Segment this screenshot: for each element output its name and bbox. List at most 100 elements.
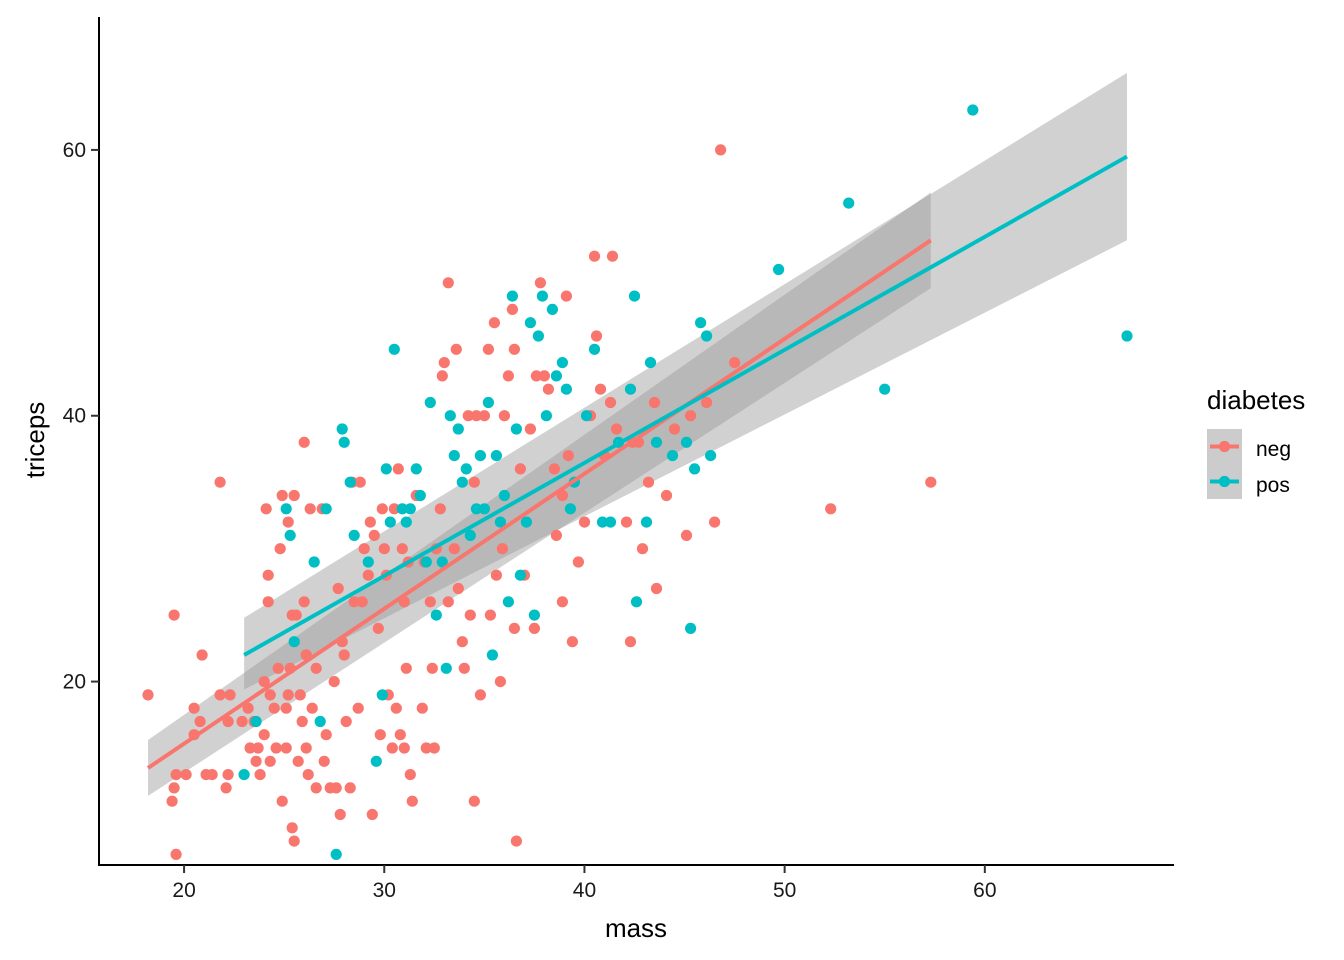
point-pos xyxy=(420,556,432,568)
point-neg xyxy=(530,370,543,382)
point-neg xyxy=(668,423,681,435)
point-neg xyxy=(538,370,551,382)
fit-line-neg xyxy=(146,238,932,770)
point-pos xyxy=(238,769,250,781)
point-pos xyxy=(624,383,637,395)
point-pos xyxy=(470,503,482,515)
point-neg xyxy=(328,676,340,688)
point-neg xyxy=(188,702,200,714)
point-neg xyxy=(306,702,318,714)
point-neg xyxy=(170,769,182,781)
point-neg xyxy=(220,782,232,794)
point-neg xyxy=(276,795,288,807)
point-neg xyxy=(286,822,298,834)
point-neg xyxy=(224,689,236,701)
point-neg xyxy=(398,742,410,754)
point-pos xyxy=(588,343,601,355)
point-neg xyxy=(490,569,502,581)
point-neg xyxy=(236,715,248,728)
point-pos xyxy=(486,649,498,661)
point-neg xyxy=(506,303,518,315)
x-axis-title: mass xyxy=(605,913,667,943)
point-neg xyxy=(298,436,310,448)
point-neg xyxy=(510,835,522,847)
point-pos xyxy=(705,450,717,462)
point-neg xyxy=(464,609,476,621)
point-neg xyxy=(685,410,697,422)
point-neg xyxy=(300,742,312,754)
legend-label-pos: pos xyxy=(1256,474,1290,497)
point-pos xyxy=(630,596,643,608)
point-pos xyxy=(430,609,442,621)
point-neg xyxy=(426,662,438,674)
point-pos xyxy=(524,317,537,329)
point-neg xyxy=(364,516,376,528)
point-neg xyxy=(494,676,506,688)
point-neg xyxy=(356,596,368,608)
point-pos xyxy=(314,715,326,728)
point-neg xyxy=(420,742,432,754)
point-neg xyxy=(282,689,294,701)
point-neg xyxy=(594,383,607,395)
point-neg xyxy=(556,596,569,608)
point-pos xyxy=(440,662,452,674)
point-neg xyxy=(450,343,462,355)
point-neg xyxy=(488,317,500,329)
point-neg xyxy=(344,782,356,794)
point-neg xyxy=(354,476,366,488)
point-pos xyxy=(546,303,559,315)
point-neg xyxy=(304,503,316,515)
point-neg xyxy=(650,582,663,595)
point-neg xyxy=(334,808,346,821)
point-neg xyxy=(636,543,649,555)
x-tick-label: 20 xyxy=(172,879,195,902)
point-neg xyxy=(214,689,226,701)
point-neg xyxy=(262,596,274,608)
point-pos xyxy=(773,263,785,276)
point-neg xyxy=(400,662,412,674)
point-pos xyxy=(344,476,356,488)
point-neg xyxy=(142,689,154,701)
point-pos xyxy=(396,503,408,515)
point-neg xyxy=(604,396,617,409)
point-pos xyxy=(879,383,891,395)
point-neg xyxy=(390,702,402,714)
point-neg xyxy=(222,769,234,781)
point-neg xyxy=(196,649,208,661)
y-tick-label: 20 xyxy=(63,671,86,694)
point-neg xyxy=(458,662,470,674)
point-neg xyxy=(386,742,398,754)
point-neg xyxy=(294,689,306,701)
y-tick-label: 40 xyxy=(63,405,86,428)
point-neg xyxy=(276,489,288,502)
point-pos xyxy=(490,450,502,462)
point-pos xyxy=(456,476,468,488)
point-neg xyxy=(588,250,601,262)
point-pos xyxy=(376,689,388,701)
point-pos xyxy=(520,516,533,528)
point-neg xyxy=(252,742,264,754)
point-pos xyxy=(338,436,350,448)
point-neg xyxy=(274,543,286,555)
point-neg xyxy=(388,503,400,515)
point-pos xyxy=(540,410,553,422)
point-neg xyxy=(310,662,322,674)
data-points xyxy=(142,104,1133,861)
point-neg xyxy=(330,782,342,794)
point-neg xyxy=(434,503,446,515)
point-neg xyxy=(648,396,661,409)
point-neg xyxy=(378,543,390,555)
point-neg xyxy=(268,702,280,714)
point-neg xyxy=(332,582,344,595)
x-tick-label: 50 xyxy=(773,879,796,902)
legend-title: diabetes xyxy=(1207,385,1305,415)
legend-label-neg: neg xyxy=(1256,438,1291,461)
point-pos xyxy=(388,343,400,355)
point-neg xyxy=(502,370,514,382)
point-neg xyxy=(508,622,520,635)
point-neg xyxy=(272,662,284,674)
x-tick-label: 30 xyxy=(373,879,396,902)
legend: diabetes neg pos xyxy=(1207,385,1305,499)
point-pos xyxy=(701,330,713,342)
